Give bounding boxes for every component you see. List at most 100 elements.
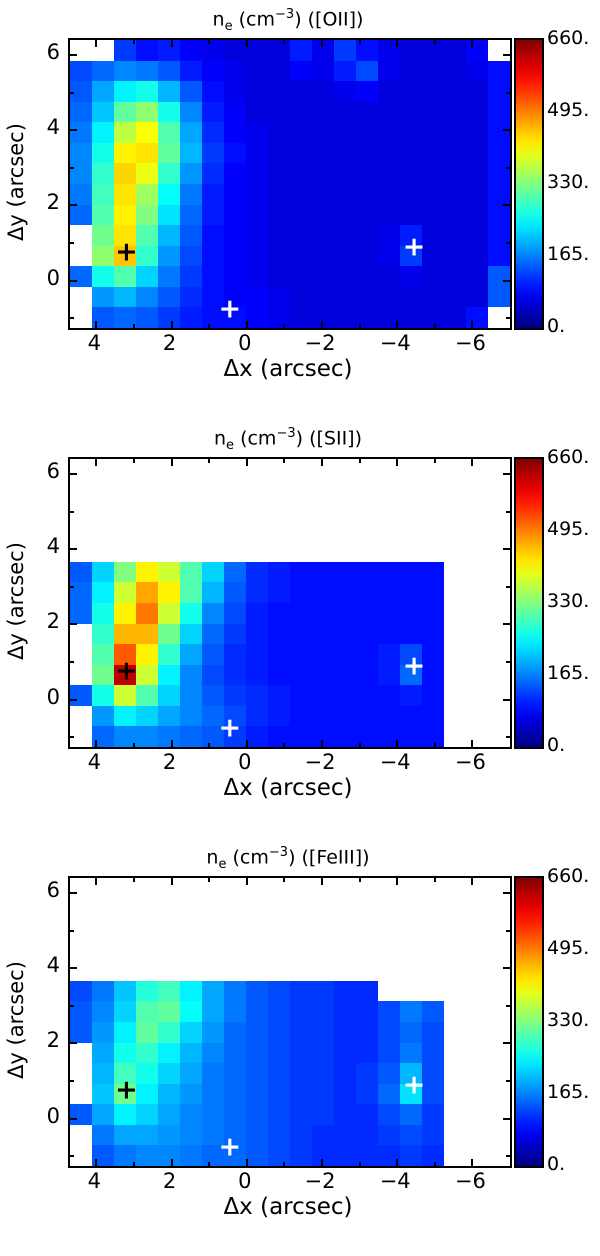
y-tick-mark bbox=[503, 204, 510, 207]
heatmap-cell bbox=[444, 623, 466, 645]
heatmap-cell bbox=[312, 204, 334, 226]
heatmap-cell bbox=[246, 60, 268, 82]
heatmap-cell bbox=[180, 1001, 202, 1022]
heatmap-cell bbox=[356, 122, 378, 143]
heatmap-cell bbox=[268, 183, 290, 205]
heatmap-cell bbox=[488, 142, 510, 164]
heatmap-cell bbox=[334, 685, 356, 706]
heatmap-cell bbox=[466, 1104, 488, 1125]
heatmap-cell bbox=[136, 163, 158, 184]
heatmap-cell bbox=[246, 204, 268, 226]
heatmap-cell bbox=[356, 142, 378, 164]
heatmap-cell bbox=[224, 1063, 246, 1084]
x-tick-mark bbox=[320, 40, 323, 47]
heatmap-cell bbox=[378, 142, 400, 164]
heatmap-cell bbox=[466, 225, 488, 246]
heatmap-cell bbox=[334, 1104, 356, 1125]
heatmap-cell bbox=[444, 561, 466, 583]
heatmap-cell bbox=[334, 561, 356, 583]
heatmap-cell bbox=[268, 1042, 290, 1064]
heatmap-cell bbox=[92, 1104, 114, 1125]
heatmap-cell bbox=[70, 1042, 92, 1064]
heatmap-cell bbox=[400, 1124, 422, 1146]
heatmap-cell bbox=[422, 878, 444, 899]
heatmap-cell bbox=[202, 225, 224, 246]
heatmap-cell bbox=[466, 60, 488, 82]
heatmap-cell bbox=[268, 142, 290, 164]
heatmap-cell bbox=[400, 561, 422, 583]
heatmap-cell bbox=[246, 81, 268, 102]
heatmap-cell bbox=[202, 1021, 224, 1043]
y-tick-label: 0 bbox=[46, 684, 60, 709]
x-minor-tick-mark bbox=[283, 1162, 286, 1166]
y-tick-mark bbox=[503, 623, 510, 626]
heatmap-cell bbox=[466, 664, 488, 686]
x-tick-mark bbox=[170, 321, 173, 328]
heatmap-cell bbox=[114, 142, 136, 164]
heatmap-cell bbox=[224, 664, 246, 686]
heatmap-cell bbox=[136, 245, 158, 267]
heatmap-cell bbox=[114, 204, 136, 226]
heatmap-cell bbox=[224, 245, 246, 267]
heatmap-cell bbox=[444, 1063, 466, 1084]
heatmap-cell bbox=[312, 459, 334, 480]
y-minor-tick-mark bbox=[70, 1080, 74, 1083]
heatmap-cell bbox=[290, 726, 312, 747]
heatmap-cell bbox=[268, 1104, 290, 1125]
heatmap-cell bbox=[290, 1145, 312, 1166]
heatmap-cell bbox=[444, 1124, 466, 1146]
heatmap-cell bbox=[466, 266, 488, 287]
heatmap-cell bbox=[290, 705, 312, 727]
y-tick-label: 4 bbox=[46, 115, 60, 140]
y-tick-label: 4 bbox=[46, 953, 60, 978]
heatmap-cell bbox=[488, 245, 510, 267]
heatmap-cell bbox=[92, 225, 114, 246]
heatmap-cell bbox=[378, 60, 400, 82]
heatmap-cell bbox=[356, 685, 378, 706]
heatmap-cell bbox=[268, 60, 290, 82]
heatmap-cell bbox=[136, 623, 158, 645]
heatmap-cell bbox=[246, 142, 268, 164]
heatmap-cell bbox=[290, 225, 312, 246]
heatmap-cell bbox=[444, 541, 466, 562]
heatmap-cell bbox=[488, 225, 510, 246]
heatmap-cell bbox=[180, 582, 202, 603]
y-tick-mark bbox=[503, 1117, 510, 1120]
heatmap-cell bbox=[158, 459, 180, 480]
heatmap-cell bbox=[92, 204, 114, 226]
heatmap-cell bbox=[70, 602, 92, 624]
heatmap-cell bbox=[224, 919, 246, 940]
heatmap-cell bbox=[378, 286, 400, 308]
heatmap-cell bbox=[334, 664, 356, 686]
heatmap-cell bbox=[180, 541, 202, 562]
heatmap-cell bbox=[136, 459, 158, 480]
heatmap-cell bbox=[114, 40, 136, 61]
heatmap-cell bbox=[466, 960, 488, 981]
heatmap-cell bbox=[422, 163, 444, 184]
x-tick-label: −2 bbox=[304, 331, 336, 355]
heatmap-cell bbox=[114, 225, 136, 246]
heatmap-cell bbox=[180, 245, 202, 267]
heatmap-cell bbox=[312, 602, 334, 624]
heatmap-cell bbox=[246, 101, 268, 123]
heatmap-cell bbox=[136, 225, 158, 246]
heatmap-cell bbox=[180, 459, 202, 480]
y-minor-tick-mark bbox=[506, 661, 510, 664]
heatmap-cell bbox=[158, 122, 180, 143]
heatmap-cell bbox=[378, 602, 400, 624]
heatmap-cell bbox=[356, 225, 378, 246]
heatmap-cell bbox=[114, 898, 136, 920]
heatmap-cell bbox=[114, 183, 136, 205]
heatmap-cell bbox=[246, 623, 268, 645]
heatmap-cell bbox=[92, 602, 114, 624]
heatmap-cell bbox=[92, 705, 114, 727]
heatmap-cell bbox=[70, 122, 92, 143]
heatmap-cell bbox=[136, 183, 158, 205]
heatmap-cell bbox=[334, 307, 356, 328]
heatmap-cell bbox=[70, 705, 92, 727]
heatmap-cell bbox=[334, 602, 356, 624]
heatmap-cell bbox=[114, 266, 136, 287]
heatmap-cell bbox=[488, 582, 510, 603]
heatmap-cell bbox=[180, 101, 202, 123]
heatmap-cell bbox=[246, 122, 268, 143]
